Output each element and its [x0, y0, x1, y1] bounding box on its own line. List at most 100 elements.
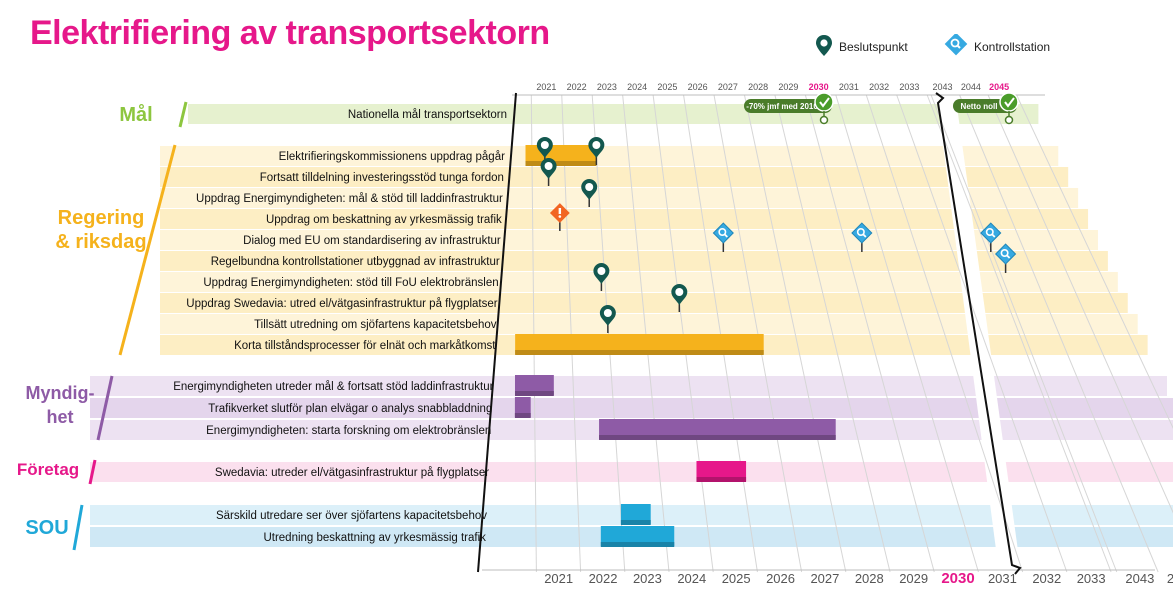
axis-break-gap	[936, 92, 1022, 580]
grid-line	[561, 94, 582, 573]
year-label-bottom: 2031	[988, 571, 1017, 586]
row-band	[160, 272, 1118, 292]
group-label: SOU	[25, 517, 68, 539]
magnifier-lens	[718, 228, 727, 237]
grid-line	[1016, 94, 1173, 429]
group-label: Regering	[58, 207, 145, 229]
pin-marker-hole	[544, 162, 553, 170]
row-band	[160, 188, 1079, 208]
row-label: Fortsatt tilldelning investeringsstöd tu…	[260, 172, 504, 184]
timeline-left-axis	[477, 92, 517, 573]
row-label: Dialog med EU om standardisering av infr…	[243, 235, 501, 247]
year-label-top: 2023	[597, 82, 617, 92]
chart-title: Elektrifiering av transportsektorn	[30, 14, 550, 52]
row-label: Nationella mål transportsektorn	[348, 109, 507, 121]
grid-line	[987, 94, 1173, 514]
year-label-top: 2028	[748, 82, 768, 92]
grid-line	[530, 94, 537, 573]
group-label: & riksdag	[55, 231, 146, 253]
check-icon	[814, 92, 834, 112]
pin-marker-hole	[597, 267, 606, 275]
grid-line	[774, 94, 891, 573]
grid-line	[865, 94, 1024, 573]
row-label: Trafikverket slutför plan elvägar o anal…	[208, 403, 492, 415]
gantt-bar	[620, 504, 651, 524]
pin-marker-hole	[540, 141, 549, 149]
pin-marker-icon	[816, 35, 832, 56]
row-label: Swedavia: utreder el/vätgasinfrastruktur…	[215, 467, 489, 479]
gantt-bar	[600, 526, 675, 546]
pin-marker-hole	[592, 141, 601, 149]
grid-line	[743, 94, 847, 573]
goal-dot	[1004, 115, 1014, 125]
row-band	[160, 251, 1108, 271]
grid-line	[930, 94, 1118, 573]
warning-bar	[558, 208, 562, 214]
year-label-bottom: 2029	[899, 571, 928, 586]
grid-line	[896, 94, 1068, 573]
gantt-bar-shadow	[620, 520, 651, 525]
grid-line	[591, 94, 626, 573]
goal-dot	[819, 115, 829, 125]
year-label-bottom: 2033	[1077, 571, 1106, 586]
year-label-bottom: 2028	[855, 571, 884, 586]
year-label-top: 2031	[839, 82, 859, 92]
row-label: Korta tillståndsprocesser för elnät och …	[234, 340, 496, 352]
row-label: Tillsätt utredning om sjöfartens kapacit…	[254, 319, 497, 331]
group-accent-line	[118, 144, 177, 356]
pin-marker-hole	[585, 183, 594, 191]
group-accent-line	[96, 375, 114, 441]
row-label: Särskild utredare ser över sjöfartens ka…	[216, 510, 487, 522]
group-label: Mål	[119, 103, 152, 126]
year-label-top: 2043	[933, 82, 953, 92]
row-label: Regelbundna kontrollstationer utbyggnad …	[211, 256, 500, 268]
row-band	[90, 398, 1173, 418]
group-label: Myndig-	[26, 383, 95, 403]
row-label: Uppdrag Energimyndigheten: mål & stöd ti…	[196, 193, 503, 205]
grid-line	[959, 94, 1159, 573]
year-label-top: 2026	[688, 82, 708, 92]
magnifier-diamond-icon	[980, 222, 1002, 244]
grid-line	[622, 94, 670, 573]
magnifier-lens	[856, 228, 865, 237]
gantt-bar-shadow	[515, 350, 764, 355]
gantt-bar-shadow	[514, 391, 554, 396]
row-band	[160, 314, 1138, 334]
row-band	[160, 167, 1069, 187]
year-label-bottom: 2044	[1167, 571, 1173, 586]
magnifier-handle	[1006, 254, 1011, 259]
grid-line	[683, 94, 758, 573]
magnifier-handle	[991, 233, 996, 238]
magnifier-handle	[862, 233, 867, 238]
legend-label-kontrollstation: Kontrollstation	[974, 40, 1051, 54]
row-band	[90, 376, 1168, 396]
gantt-bar	[514, 397, 531, 417]
gantt-bar-shadow	[514, 413, 531, 418]
grid-line	[835, 94, 979, 573]
year-label-top: 2029	[778, 82, 798, 92]
gantt-bar-shadow	[599, 435, 836, 440]
grid-line	[652, 94, 714, 573]
year-label-top: 2030	[809, 82, 829, 92]
pin-marker-hole	[603, 309, 612, 317]
year-label-top: 2032	[869, 82, 889, 92]
gantt-bar	[515, 334, 764, 354]
magnifier-diamond-icon	[851, 222, 873, 244]
warning-dot	[558, 215, 562, 218]
magnifier-diamond-icon	[712, 222, 734, 244]
check-icon	[999, 92, 1019, 112]
check-mark	[819, 97, 830, 108]
year-label-top: 2024	[627, 82, 647, 92]
year-label-top: 2044	[961, 82, 981, 92]
gantt-bar-shadow	[525, 161, 597, 166]
year-label-bottom: 2023	[633, 571, 662, 586]
gantt-bar	[696, 461, 747, 481]
gantt-bar	[599, 419, 836, 439]
year-label-top: 2022	[567, 82, 587, 92]
gantt-bar-shadow	[600, 542, 675, 547]
year-label-top: 2021	[536, 82, 556, 92]
row-band	[90, 462, 1173, 482]
row-label: Elektrifieringskommissionens uppdrag påg…	[279, 151, 505, 163]
pin-marker-hole	[675, 288, 684, 296]
magnifier-diamond-icon	[944, 34, 968, 56]
